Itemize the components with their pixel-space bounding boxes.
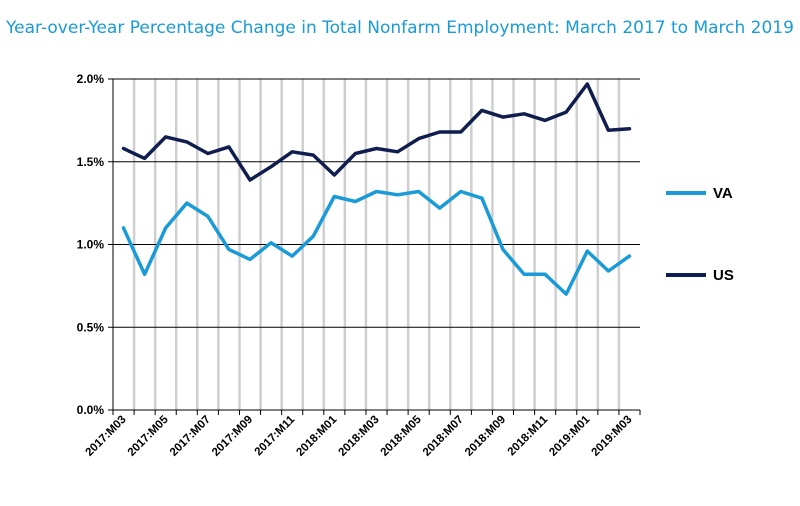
y-tick-label: 1.5% <box>77 155 105 169</box>
legend: VA US <box>666 185 734 284</box>
y-axis-ticks: 0.0% 0.5% 1.0% 1.5% 2.0% <box>77 72 113 417</box>
y-tick-label: 0.0% <box>77 403 105 417</box>
horizontal-gridlines <box>113 78 640 328</box>
y-tick-label: 1.0% <box>77 238 105 252</box>
series-line-va <box>121 189 632 296</box>
x-tick-label: 2018:M07 <box>421 414 466 459</box>
x-tick-label: 2017:M07 <box>168 414 213 459</box>
x-tick-label: 2017:M09 <box>210 414 255 459</box>
x-tick-label: 2018:M11 <box>506 413 551 458</box>
x-tick-label: 2019:M01 <box>547 413 593 459</box>
x-tick-label: 2018:M09 <box>463 414 508 459</box>
x-tick-label: 2017:M03 <box>84 414 129 459</box>
y-tick-label: 2.0% <box>77 72 105 86</box>
x-tick-label: 2018:M01 <box>294 413 340 459</box>
y-tick-label: 0.5% <box>77 320 105 334</box>
x-tick-label: 2019:M03 <box>589 414 634 459</box>
legend-label-us: US <box>713 267 734 284</box>
x-tick-label: 2017:M11 <box>253 413 298 458</box>
x-axis-ticks: 2017:M032017:M052017:M072017:M092017:M11… <box>84 410 641 459</box>
chart-title: Year-over-Year Percentage Change in Tota… <box>6 18 794 38</box>
x-tick-label: 2017:M05 <box>126 413 172 459</box>
legend-label-va: VA <box>713 185 733 202</box>
series-lines <box>121 82 632 296</box>
series-line-us <box>121 82 632 182</box>
x-tick-label: 2018:M05 <box>379 413 425 459</box>
x-tick-label: 2018:M03 <box>337 414 382 459</box>
